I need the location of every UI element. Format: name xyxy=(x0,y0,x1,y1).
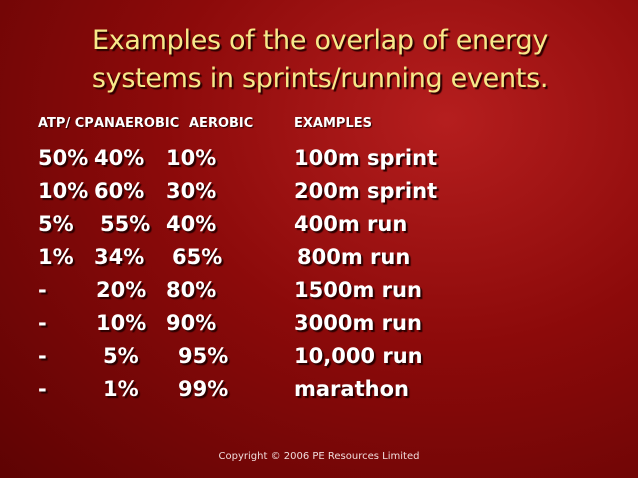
table-row: - 5% 95% 10,000 run xyxy=(38,341,618,374)
cell-atp-cp: - xyxy=(38,311,47,335)
cell-atp-cp: 10% xyxy=(38,179,89,203)
cell-aerobic: 40% xyxy=(166,212,217,236)
cell-example: 100m sprint xyxy=(294,146,438,170)
cell-atp-cp: - xyxy=(38,377,47,401)
cell-atp-cp: - xyxy=(38,344,47,368)
cell-aerobic: 95% xyxy=(178,344,229,368)
table-row: - 1% 99% marathon xyxy=(38,374,618,407)
table-row: - 20% 80% 1500m run xyxy=(38,275,618,308)
copyright-footer: Copyright © 2006 PE Resources Limited xyxy=(218,451,420,462)
cell-example: 800m run xyxy=(297,245,411,269)
cell-example: 1500m run xyxy=(294,278,422,302)
table-row: 1% 34% 65% 800m run xyxy=(38,242,618,275)
cell-anaerobic: 20% xyxy=(96,278,147,302)
table-header: ATP/ CP ANAEROBIC AEROBIC EXAMPLES xyxy=(38,116,618,136)
slide-title-line-2: systems in sprints/running events. xyxy=(91,63,549,94)
cell-atp-cp: 1% xyxy=(38,245,74,269)
table-body: 50% 40% 10% 100m sprint 10% 60% 30% 200m… xyxy=(38,143,618,407)
cell-anaerobic: 34% xyxy=(94,245,145,269)
header-aerobic: AEROBIC xyxy=(189,116,254,131)
table-row: 10% 60% 30% 200m sprint xyxy=(38,176,618,209)
cell-example: 400m run xyxy=(294,212,408,236)
header-atp-cp: ATP/ CP xyxy=(38,116,94,131)
cell-anaerobic: 55% xyxy=(100,212,151,236)
cell-atp-cp: 50% xyxy=(38,146,89,170)
cell-aerobic: 65% xyxy=(172,245,223,269)
table-row: 50% 40% 10% 100m sprint xyxy=(38,143,618,176)
slide-title-line-1: Examples of the overlap of energy xyxy=(91,25,549,56)
slide-title: Examples of the overlap of energy system… xyxy=(40,22,600,98)
cell-atp-cp: - xyxy=(38,278,47,302)
cell-aerobic: 90% xyxy=(166,311,217,335)
cell-aerobic: 30% xyxy=(166,179,217,203)
cell-anaerobic: 1% xyxy=(103,377,139,401)
header-examples: EXAMPLES xyxy=(294,116,372,131)
cell-aerobic: 99% xyxy=(178,377,229,401)
cell-anaerobic: 5% xyxy=(103,344,139,368)
header-anaerobic: ANAEROBIC xyxy=(94,116,180,131)
cell-atp-cp: 5% xyxy=(38,212,74,236)
cell-example: 10,000 run xyxy=(294,344,423,368)
table-row: 5% 55% 40% 400m run xyxy=(38,209,618,242)
cell-anaerobic: 10% xyxy=(96,311,147,335)
cell-anaerobic: 40% xyxy=(94,146,145,170)
cell-aerobic: 10% xyxy=(166,146,217,170)
cell-example: 200m sprint xyxy=(294,179,438,203)
table-row: - 10% 90% 3000m run xyxy=(38,308,618,341)
cell-aerobic: 80% xyxy=(166,278,217,302)
cell-anaerobic: 60% xyxy=(94,179,145,203)
cell-example: 3000m run xyxy=(294,311,422,335)
cell-example: marathon xyxy=(294,377,409,401)
